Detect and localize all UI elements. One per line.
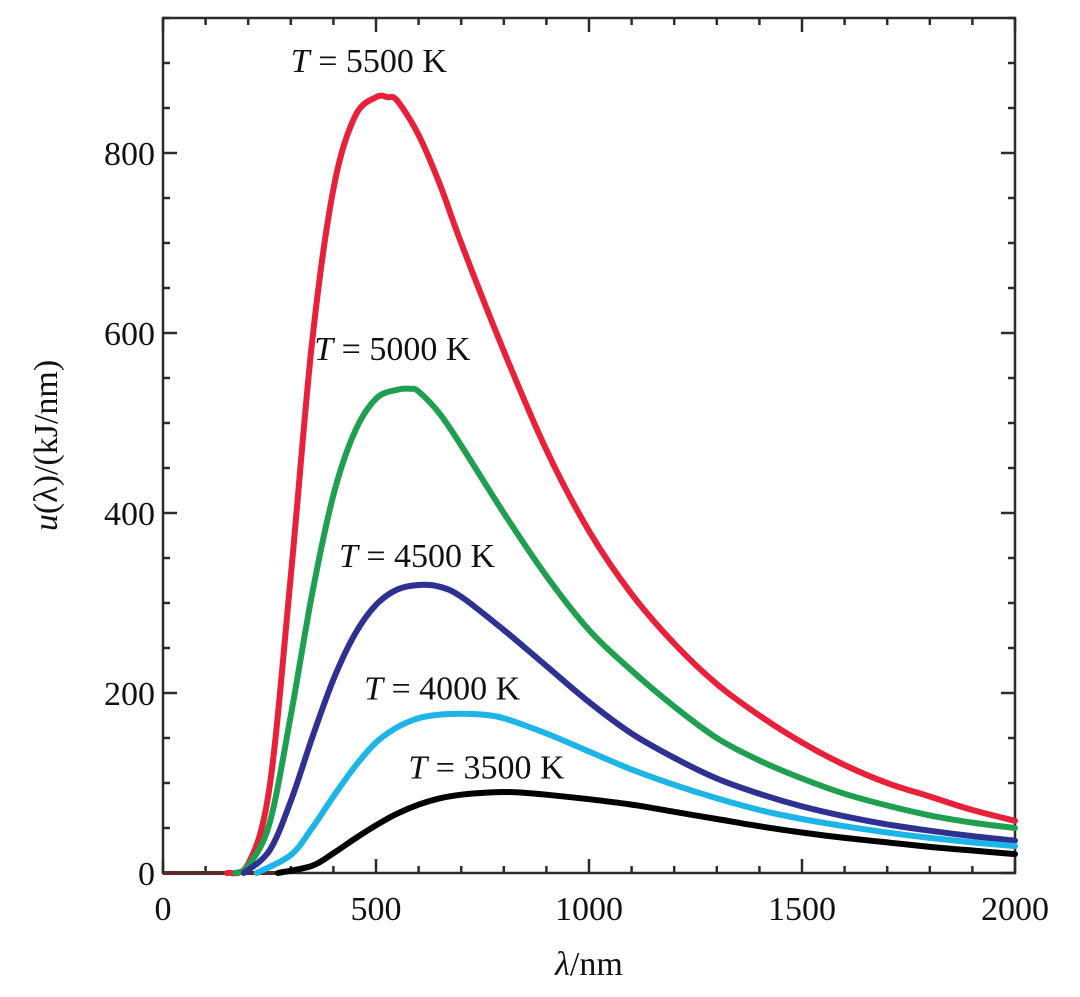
x-axis-title: λ/nm bbox=[554, 946, 623, 983]
x-tick-label: 1500 bbox=[768, 891, 836, 928]
curve-labels: T = 5500 K T = 5000 K T = 4500 K T = 4000 K… bbox=[291, 43, 565, 787]
curves bbox=[163, 92, 1018, 877]
x-tick-labels: 0 500 1000 1500 2000 bbox=[155, 891, 1050, 928]
curve-label: T = 5000 K bbox=[314, 331, 471, 368]
curve-5000k bbox=[232, 385, 1018, 876]
curve-label: T = 4000 K bbox=[364, 670, 521, 707]
x-tick-label: 500 bbox=[351, 891, 402, 928]
curve-label: T = 5500 K bbox=[291, 43, 448, 80]
curve-label: T = 4500 K bbox=[339, 538, 496, 575]
curve-4000k bbox=[253, 710, 1018, 876]
x-tick-label: 0 bbox=[155, 891, 172, 928]
x-tick-label: 2000 bbox=[981, 891, 1049, 928]
y-tick-label: 0 bbox=[138, 856, 155, 893]
y-tick-labels: 0 200 400 600 800 bbox=[104, 136, 155, 893]
curve-4500k bbox=[240, 581, 1018, 876]
plot-frame bbox=[161, 16, 1017, 875]
y-tick-label: 200 bbox=[104, 676, 155, 713]
y-tick-label: 800 bbox=[104, 136, 155, 173]
axis-ticks bbox=[161, 16, 1017, 875]
curve-5500k bbox=[223, 92, 1018, 877]
curve-label: T = 3500 K bbox=[408, 750, 565, 787]
curve-3500k bbox=[275, 789, 1018, 876]
x-tick-label: 1000 bbox=[555, 891, 623, 928]
y-tick-label: 400 bbox=[104, 496, 155, 533]
y-axis-title: u(λ)/(kJ/nm) bbox=[28, 360, 65, 531]
y-tick-label: 600 bbox=[104, 316, 155, 353]
